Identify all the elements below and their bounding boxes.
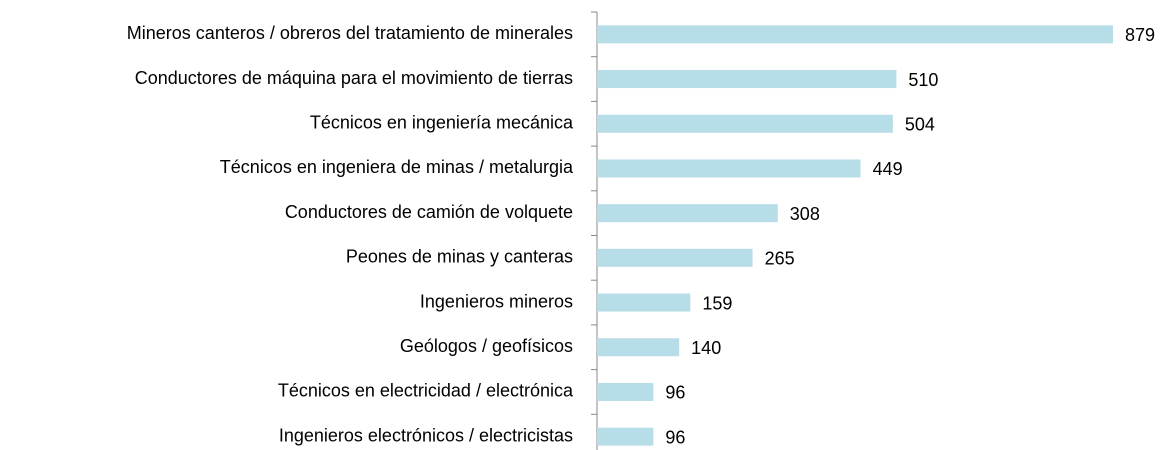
bar <box>597 70 897 89</box>
bar <box>597 114 893 133</box>
bar <box>597 25 1113 44</box>
category-label: Geólogos / geofísicos <box>400 336 573 356</box>
category-label: Técnicos en ingeniería mecánica <box>310 113 574 133</box>
category-label: Conductores de máquina para el movimient… <box>135 68 573 88</box>
bar <box>597 338 680 357</box>
bar <box>597 382 654 401</box>
bar <box>597 159 861 178</box>
category-label: Ingenieros mineros <box>420 291 573 311</box>
bar <box>597 204 778 223</box>
value-label: 504 <box>905 115 935 135</box>
category-label: Técnicos en ingeniera de minas / metalur… <box>220 157 574 177</box>
category-label: Mineros canteros / obreros del tratamien… <box>127 23 573 43</box>
value-label: 96 <box>665 383 685 403</box>
bar <box>597 293 691 312</box>
value-label: 265 <box>765 249 795 269</box>
bar <box>597 248 753 267</box>
category-label: Peones de minas y canteras <box>346 247 573 267</box>
value-label: 159 <box>702 293 732 313</box>
category-label: Conductores de camión de volquete <box>285 202 573 222</box>
value-label: 308 <box>790 204 820 224</box>
value-label: 879 <box>1125 25 1155 45</box>
category-label: Ingenieros electrónicos / electricistas <box>279 425 573 445</box>
category-label: Técnicos en electricidad / electrónica <box>278 381 574 401</box>
value-label: 96 <box>665 427 685 447</box>
bar <box>597 427 654 446</box>
value-label: 140 <box>691 338 721 358</box>
value-label: 449 <box>873 159 903 179</box>
value-label: 510 <box>908 70 938 90</box>
